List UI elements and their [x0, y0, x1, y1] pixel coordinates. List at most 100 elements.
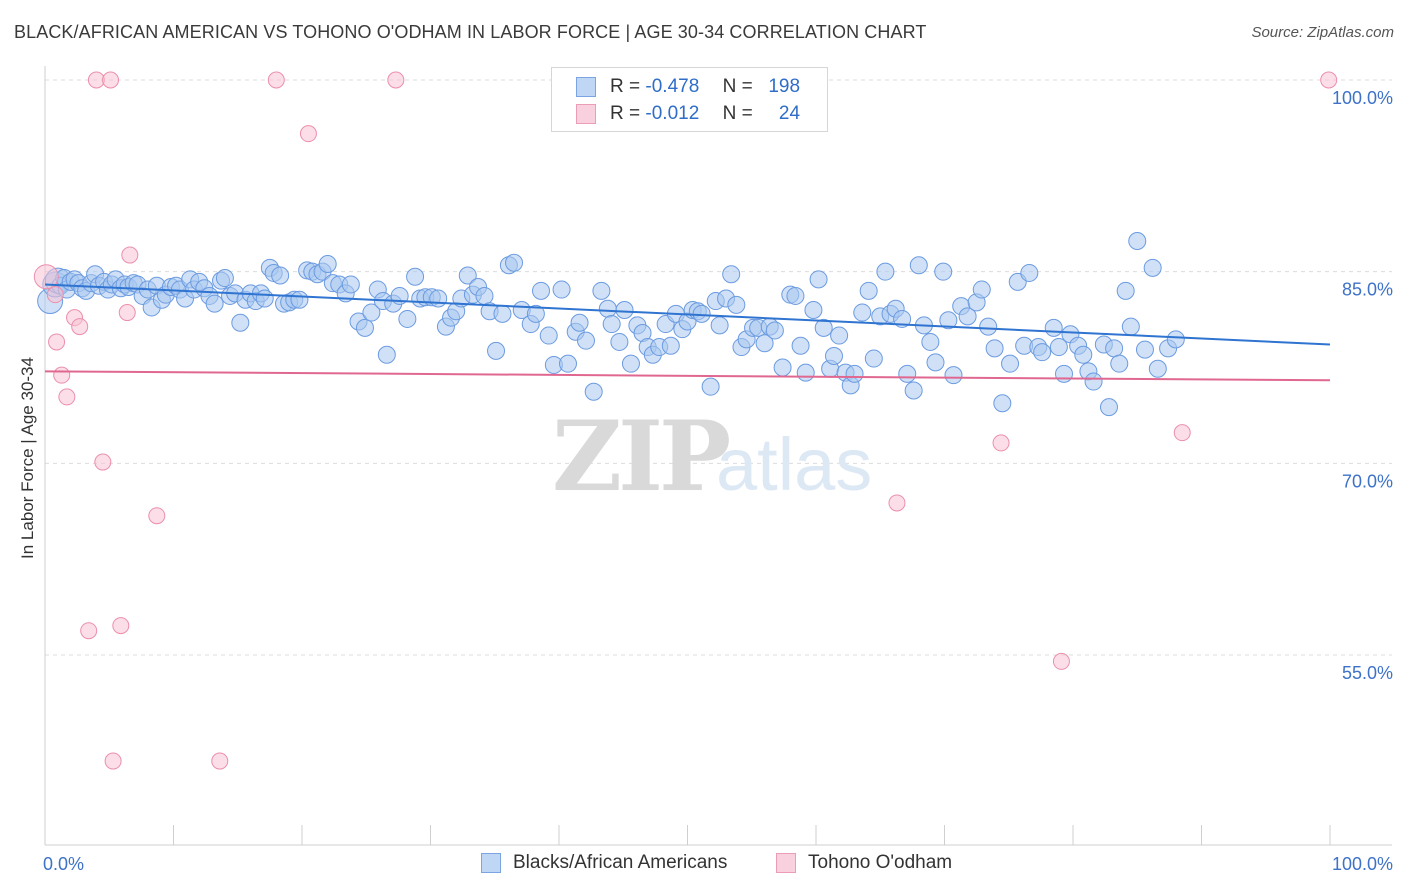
x-tick-label: 100.0%	[1332, 854, 1393, 874]
point-blacks	[598, 299, 617, 318]
bottom-legend-label-blacks: Blacks/African Americans	[513, 852, 728, 873]
point-tohono	[112, 617, 130, 635]
point-tohono	[33, 264, 59, 290]
point-blacks	[939, 311, 958, 330]
point-blacks	[558, 354, 577, 373]
point-blacks	[755, 334, 774, 353]
point-blacks	[493, 304, 512, 323]
point-tohono	[53, 366, 71, 384]
point-blacks	[505, 253, 524, 272]
legend-n-value: 24	[778, 103, 801, 124]
point-blacks	[271, 266, 290, 285]
watermark-atlas: atlas	[716, 423, 872, 506]
point-tohono	[121, 246, 139, 264]
source-credit: Source: ZipAtlas.com	[1251, 24, 1394, 41]
point-blacks	[526, 304, 545, 323]
point-blacks	[765, 321, 784, 340]
point-blacks	[584, 382, 603, 401]
point-blacks	[255, 289, 274, 308]
point-blacks	[592, 281, 611, 300]
point-tohono	[299, 125, 317, 143]
point-blacks	[993, 394, 1012, 413]
point-blacks	[377, 345, 396, 364]
point-tohono	[80, 622, 98, 640]
point-blacks	[355, 318, 374, 337]
y-tick-label: 70.0%	[1342, 471, 1393, 491]
point-blacks	[958, 307, 977, 326]
chart-title: BLACK/AFRICAN AMERICAN VS TOHONO O'ODHAM…	[14, 22, 927, 42]
point-tohono	[888, 494, 906, 512]
bottom-legend-blacks[interactable]: Blacks/African Americans	[481, 852, 727, 874]
point-blacks	[1128, 232, 1147, 250]
point-blacks	[1148, 359, 1167, 378]
point-blacks	[458, 266, 477, 285]
point-blacks	[475, 286, 494, 305]
point-blacks	[318, 255, 337, 273]
legend-r-value: -0.012	[645, 103, 700, 124]
point-blacks	[1135, 340, 1154, 359]
legend-n-label: N =	[722, 103, 753, 124]
point-blacks	[921, 332, 940, 351]
point-blacks	[429, 289, 448, 308]
legend-row-blacks: R = -0.478 N = 198	[576, 74, 800, 100]
point-blacks	[576, 331, 595, 350]
point-tohono	[46, 286, 64, 304]
bottom-legend-swatch-blue	[481, 853, 501, 873]
point-blacks	[909, 256, 928, 275]
point-tohono	[148, 507, 166, 525]
y-tick-label: 55.0%	[1342, 663, 1393, 683]
legend-swatch-blue	[576, 77, 596, 97]
watermark-zip: ZIP	[552, 400, 729, 513]
point-blacks	[893, 309, 912, 328]
point-blacks	[602, 315, 621, 334]
point-blacks	[985, 339, 1004, 358]
point-blacks	[290, 290, 309, 309]
point-blacks	[934, 262, 953, 281]
point-tohono	[387, 71, 405, 89]
point-blacks	[1033, 343, 1052, 362]
point-blacks	[972, 280, 991, 299]
legend-row-tohono: R = -0.012 N = 24	[576, 101, 800, 127]
point-tohono	[87, 71, 105, 89]
point-blacks	[845, 364, 864, 383]
legend-r-label: R =	[610, 76, 641, 97]
point-blacks	[539, 326, 558, 345]
point-blacks	[1055, 364, 1074, 383]
point-blacks	[1084, 372, 1103, 391]
point-blacks	[692, 304, 711, 323]
point-tohono	[118, 304, 136, 322]
point-blacks	[926, 353, 945, 372]
point-blacks	[796, 363, 815, 382]
point-blacks	[979, 317, 998, 336]
legend-swatch-pink	[576, 104, 596, 124]
point-blacks	[904, 381, 923, 400]
point-blacks	[1049, 338, 1068, 357]
point-blacks	[710, 316, 729, 335]
legend-n-label: N =	[722, 76, 753, 97]
point-blacks	[824, 347, 843, 365]
point-blacks	[727, 295, 746, 314]
point-tohono	[992, 434, 1010, 452]
point-tohono	[267, 71, 285, 89]
legend-n-value: 198	[768, 76, 801, 97]
point-tohono	[1320, 71, 1338, 89]
point-blacks	[809, 270, 828, 289]
point-blacks	[205, 294, 224, 313]
point-blacks	[1074, 345, 1093, 364]
y-tick-label: 100.0%	[1332, 88, 1393, 108]
point-blacks	[661, 336, 680, 355]
point-blacks	[804, 301, 823, 319]
bottom-legend-tohono[interactable]: Tohono O'odham	[776, 852, 952, 874]
x-tick-label: 0.0%	[43, 854, 84, 874]
point-blacks	[864, 349, 883, 368]
point-blacks	[1044, 318, 1063, 337]
point-blacks	[362, 303, 381, 322]
point-blacks	[853, 303, 872, 322]
point-blacks	[944, 366, 963, 385]
point-blacks	[791, 336, 810, 355]
point-blacks	[722, 265, 741, 284]
legend-r-label: R =	[610, 103, 641, 124]
point-tohono	[48, 333, 66, 351]
point-blacks	[773, 358, 792, 377]
